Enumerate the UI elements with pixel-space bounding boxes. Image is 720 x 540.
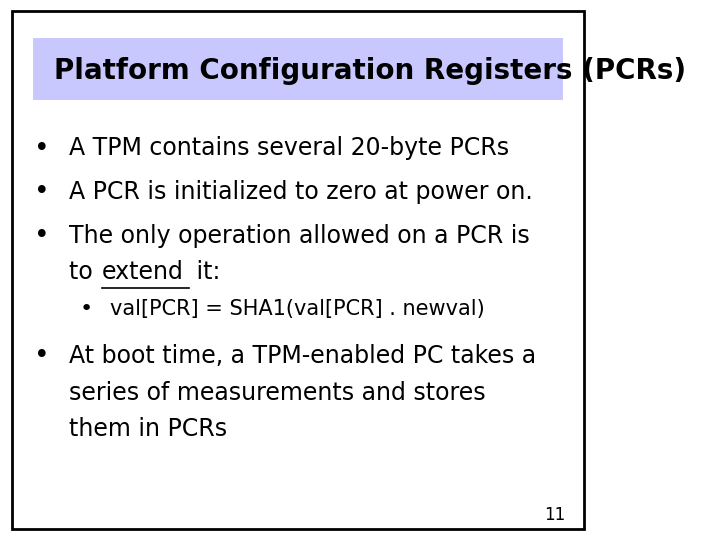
Text: •: • xyxy=(34,179,50,205)
Text: •: • xyxy=(34,223,50,249)
Text: •: • xyxy=(34,136,50,161)
Text: •: • xyxy=(34,343,50,369)
Text: The only operation allowed on a PCR is: The only operation allowed on a PCR is xyxy=(68,224,529,248)
FancyBboxPatch shape xyxy=(33,38,563,100)
Text: Platform Configuration Registers (PCRs): Platform Configuration Registers (PCRs) xyxy=(53,57,685,85)
Text: 11: 11 xyxy=(544,506,566,524)
Text: to: to xyxy=(68,260,100,284)
Text: extend: extend xyxy=(102,260,184,284)
Text: A TPM contains several 20-byte PCRs: A TPM contains several 20-byte PCRs xyxy=(68,137,508,160)
Text: •: • xyxy=(80,299,93,319)
FancyBboxPatch shape xyxy=(12,11,584,529)
Text: At boot time, a TPM-enabled PC takes a: At boot time, a TPM-enabled PC takes a xyxy=(68,345,536,368)
Text: A PCR is initialized to zero at power on.: A PCR is initialized to zero at power on… xyxy=(68,180,532,204)
Text: it:: it: xyxy=(189,260,220,284)
Text: series of measurements and stores: series of measurements and stores xyxy=(68,381,485,405)
Text: val[PCR] = SHA1(val[PCR] . newval): val[PCR] = SHA1(val[PCR] . newval) xyxy=(110,299,485,319)
Text: them in PCRs: them in PCRs xyxy=(68,417,227,441)
